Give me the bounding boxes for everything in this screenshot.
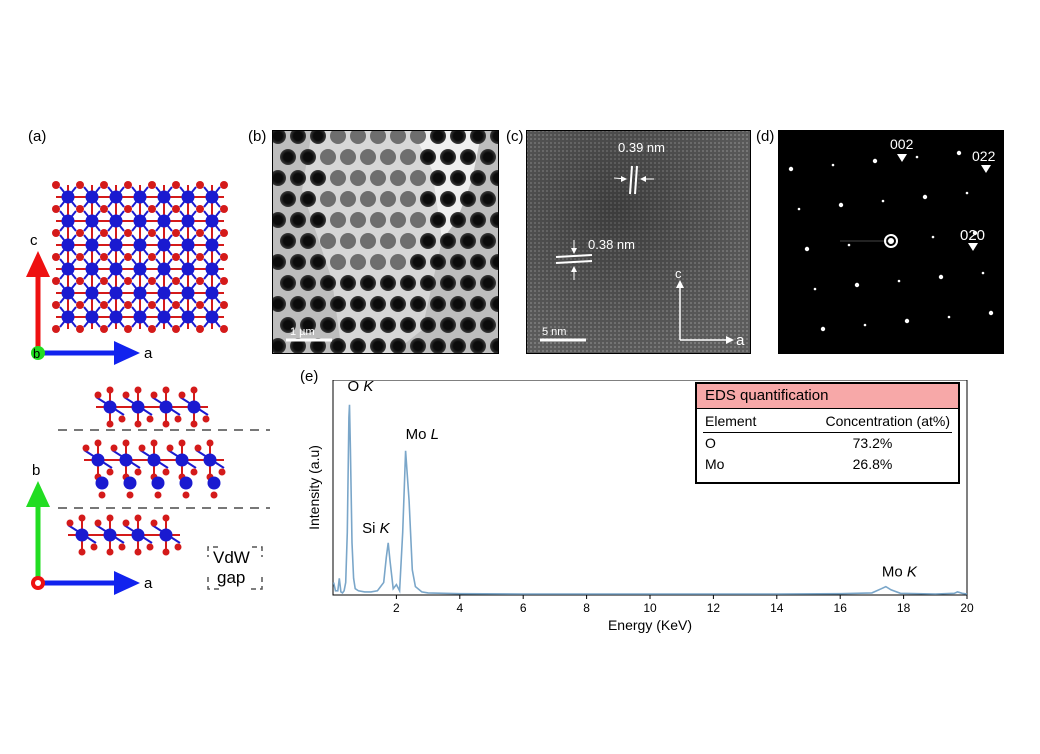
panel-a-label: (a) bbox=[28, 128, 47, 145]
svg-text:a: a bbox=[736, 332, 745, 349]
spectrum-line bbox=[332, 404, 968, 595]
x-tick-label: 12 bbox=[707, 601, 721, 615]
spot-label-002: 002 bbox=[890, 136, 914, 152]
panel-e-label: (e) bbox=[300, 368, 319, 385]
x-tick-label: 14 bbox=[770, 601, 784, 615]
vdw-gap-label: VdW gap bbox=[207, 546, 263, 590]
eds-spectrum-chart: O K Si K Mo L Mo K 2 4 6 8 10 12 14 16 18 20 Energy … bbox=[306, 380, 974, 633]
x-tick-label: 8 bbox=[583, 601, 590, 615]
spacing-label-bottom: 0.38 nm bbox=[588, 237, 635, 252]
axis-b-bottom: b bbox=[32, 462, 40, 479]
table-row: O 73.2% bbox=[705, 435, 893, 451]
axis-triad-bottom: b a bbox=[26, 462, 153, 595]
x-tick-label: 18 bbox=[897, 601, 911, 615]
x-tick-label: 2 bbox=[393, 601, 400, 615]
eds-table-header: Element Concentration (at%) bbox=[703, 411, 952, 433]
svg-text:c: c bbox=[675, 266, 682, 281]
x-tick-label: 20 bbox=[960, 601, 974, 615]
panel-c-label: (c) bbox=[506, 128, 524, 145]
peak-label: O K bbox=[347, 380, 374, 395]
svg-text:gap: gap bbox=[217, 568, 245, 587]
sem-scale-bar: 1 µm bbox=[290, 326, 315, 338]
spot-label-020: 020 bbox=[960, 227, 985, 244]
x-tick-label: 6 bbox=[520, 601, 527, 615]
axis-b-top: b bbox=[33, 346, 40, 361]
x-tick-label: 4 bbox=[456, 601, 463, 615]
crystal-top-view bbox=[52, 181, 228, 333]
peak-label: Mo K bbox=[882, 564, 918, 581]
axis-a-bottom: a bbox=[144, 575, 153, 592]
panel-d-label: (d) bbox=[756, 128, 775, 145]
svg-text:VdW: VdW bbox=[213, 548, 250, 567]
saed-pattern: 002 022 020 bbox=[778, 130, 1004, 354]
x-tick-label: 10 bbox=[643, 601, 657, 615]
axis-c-top: c bbox=[30, 232, 38, 249]
y-axis-label: Intensity (a.u) bbox=[306, 445, 322, 530]
spacing-label-top: 0.39 nm bbox=[618, 140, 665, 155]
eds-quantification-table: EDS quantification Element Concentration… bbox=[695, 382, 960, 484]
crystal-structure-illustration: c b a b a VdW gap bbox=[26, 181, 270, 595]
axis-a-top: a bbox=[144, 345, 153, 362]
table-row: Mo 26.8% bbox=[705, 456, 893, 472]
eds-table-title: EDS quantification bbox=[697, 384, 958, 409]
axis-triad-top: c b a bbox=[26, 232, 153, 365]
sem-micrograph: 1 µm bbox=[272, 130, 499, 354]
panel-b-label: (b) bbox=[248, 128, 267, 145]
x-axis-label: Energy (KeV) bbox=[608, 617, 692, 633]
spot-label-022: 022 bbox=[972, 148, 996, 164]
peak-label: Si K bbox=[362, 520, 391, 537]
hrtem-scale-bar: 5 nm bbox=[542, 326, 566, 338]
x-tick-label: 16 bbox=[834, 601, 848, 615]
peak-label: Mo L bbox=[406, 426, 439, 443]
crystal-layered-view bbox=[66, 386, 226, 556]
hrtem-image: 0.39 nm 0.38 nm 5 nm c a bbox=[526, 130, 751, 354]
